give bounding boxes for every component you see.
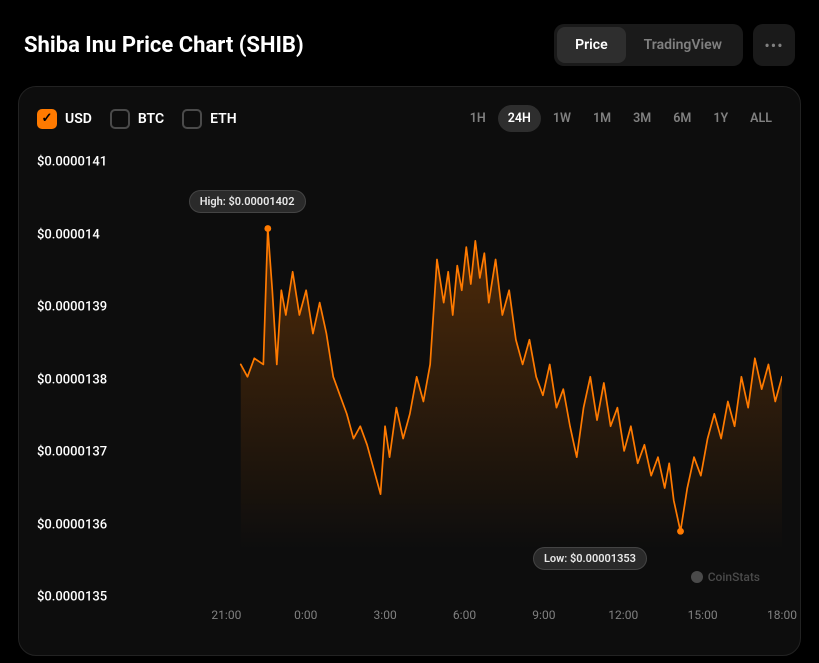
currency-btc[interactable]: BTC — [110, 109, 164, 129]
watermark-label: CoinStats — [708, 570, 760, 584]
currency-label: ETH — [210, 111, 237, 127]
currency-group: USD BTC ETH — [37, 109, 237, 129]
currency-eth[interactable]: ETH — [182, 109, 237, 129]
y-tick-label: $0.0000135 — [37, 590, 107, 605]
x-tick-label: 0:00 — [294, 608, 317, 622]
coinstats-icon — [691, 571, 703, 583]
y-tick-label: $0.0000139 — [37, 300, 107, 315]
high-annotation: High: $0.00001402 — [189, 190, 306, 213]
chart-card: USD BTC ETH 1H24H1W1M3M6M1YALL CoinStats $… — [18, 86, 801, 656]
currency-label: BTC — [138, 111, 164, 127]
x-tick-label: 6:00 — [453, 608, 476, 622]
page-title: Shiba Inu Price Chart (SHIB) — [24, 33, 304, 58]
range-6m[interactable]: 6M — [663, 105, 701, 132]
x-tick-label: 3:00 — [374, 608, 397, 622]
more-icon: ••• — [764, 36, 783, 55]
currency-label: USD — [65, 111, 92, 127]
checkbox-icon — [110, 109, 130, 129]
checkbox-icon — [182, 109, 202, 129]
range-1m[interactable]: 1M — [583, 105, 621, 132]
y-tick-label: $0.0000138 — [37, 372, 107, 387]
range-all[interactable]: ALL — [740, 105, 782, 132]
range-1w[interactable]: 1W — [543, 105, 581, 132]
range-group: 1H24H1W1M3M6M1YALL — [460, 105, 782, 132]
y-tick-label: $0.0000141 — [37, 155, 107, 170]
more-button[interactable]: ••• — [753, 24, 795, 66]
tab-tradingview[interactable]: TradingView — [626, 27, 740, 63]
range-1y[interactable]: 1Y — [703, 105, 738, 132]
x-tick-label: 15:00 — [688, 608, 718, 622]
currency-usd[interactable]: USD — [37, 109, 92, 129]
tab-price[interactable]: Price — [557, 27, 626, 63]
x-tick-label: 9:00 — [532, 608, 555, 622]
x-tick-label: 21:00 — [211, 608, 241, 622]
low-annotation: Low: $0.00001353 — [533, 547, 647, 570]
price-line-chart — [147, 162, 782, 571]
view-tab-group: Price TradingView — [554, 24, 743, 66]
x-tick-label: 18:00 — [767, 608, 797, 622]
range-1h[interactable]: 1H — [460, 105, 496, 132]
y-tick-label: $0.0000137 — [37, 445, 107, 460]
watermark: CoinStats — [691, 570, 760, 584]
checkbox-icon — [37, 109, 57, 129]
range-24h[interactable]: 24H — [498, 105, 541, 132]
plot-area: CoinStats $0.0000141 $0.000014 $0.0000139 $… — [37, 142, 782, 622]
y-tick-label: $0.0000136 — [37, 517, 107, 532]
range-3m[interactable]: 3M — [623, 105, 661, 132]
x-tick-label: 12:00 — [608, 608, 638, 622]
y-tick-label: $0.000014 — [37, 227, 100, 242]
